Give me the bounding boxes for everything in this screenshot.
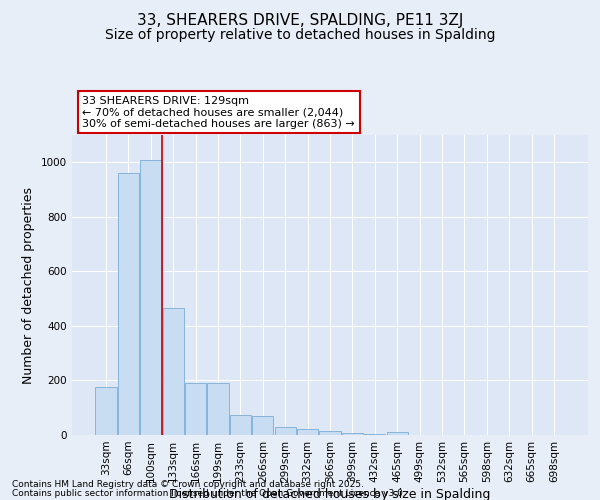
Bar	[95, 388, 117, 435]
Bar	[319, 432, 341, 435]
Bar	[118, 173, 139, 435]
Text: Contains public sector information licensed under the Open Government Licence v3: Contains public sector information licen…	[12, 488, 406, 498]
Bar	[364, 434, 385, 435]
Bar	[140, 160, 161, 435]
Text: Size of property relative to detached houses in Spalding: Size of property relative to detached ho…	[105, 28, 495, 42]
Bar	[230, 416, 251, 435]
Bar	[275, 428, 296, 435]
Bar	[163, 308, 184, 435]
Y-axis label: Number of detached properties: Number of detached properties	[22, 186, 35, 384]
Bar	[185, 382, 206, 435]
X-axis label: Distribution of detached houses by size in Spalding: Distribution of detached houses by size …	[169, 488, 491, 500]
Bar	[386, 432, 408, 435]
Bar	[297, 429, 318, 435]
Bar	[208, 382, 229, 435]
Text: 33, SHEARERS DRIVE, SPALDING, PE11 3ZJ: 33, SHEARERS DRIVE, SPALDING, PE11 3ZJ	[137, 12, 463, 28]
Bar	[252, 416, 274, 435]
Bar	[342, 433, 363, 435]
Text: Contains HM Land Registry data © Crown copyright and database right 2025.: Contains HM Land Registry data © Crown c…	[12, 480, 364, 489]
Text: 33 SHEARERS DRIVE: 129sqm
← 70% of detached houses are smaller (2,044)
30% of se: 33 SHEARERS DRIVE: 129sqm ← 70% of detac…	[82, 96, 355, 129]
